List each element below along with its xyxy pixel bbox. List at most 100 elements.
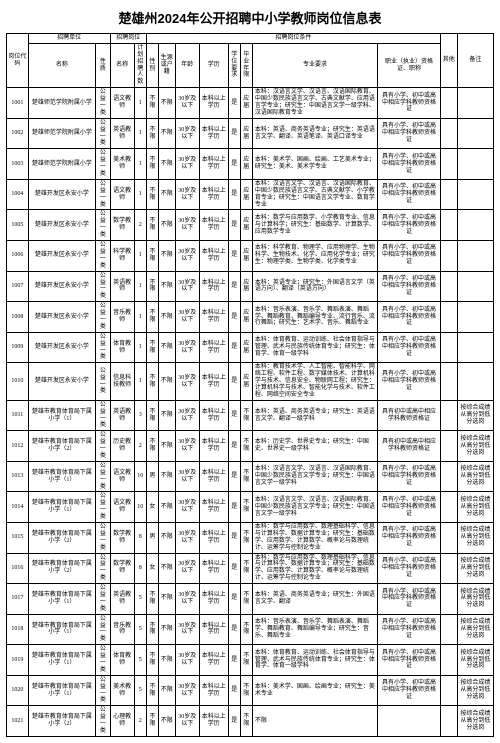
cell-cert: 具有小学、初中或高中相应学科教师资格证 (378, 302, 441, 333)
cell-plan: 1 (134, 149, 146, 180)
cell-code: 1008 (7, 302, 29, 333)
cell-deg: 是 (228, 149, 240, 180)
cell-edu: 本科以上学历 (199, 332, 228, 363)
cell-age: 30岁及以下 (175, 332, 199, 363)
cell-note: 按综合成绩从高分到低分选岗 (457, 461, 493, 492)
hdr-grad: 毕业年限 (240, 43, 252, 87)
cell-grad: 应届 (240, 271, 252, 302)
cell-note: 按综合成绩从高分到低分选岗 (457, 553, 493, 584)
cell-grad: 不限 (240, 675, 252, 706)
cell-edu: 本科以上学历 (199, 118, 228, 149)
table-row: 1018楚雄市教育体育局下属小学（1）公益一类音乐教师5不限不限30岁及以下本科… (7, 614, 494, 645)
cell-pos: 体育教师 (110, 645, 134, 676)
cell-pos: 心理教师 (110, 706, 134, 737)
cell-pos: 科学教师 (110, 241, 134, 272)
cell-pos: 语文教师 (110, 179, 134, 210)
cell-maj: 本科：英语、商务英语专业；研究生：英语语言文学、翻译一级学科 (252, 400, 377, 431)
cell-src: 不限 (158, 179, 175, 210)
cell-grad: 应届 (240, 88, 252, 119)
cell-grad: 应届 (240, 332, 252, 363)
cell-src: 不限 (158, 118, 175, 149)
cell-src: 不限 (158, 706, 175, 737)
cell-pos: 数学教师 (110, 523, 134, 554)
cell-code: 1009 (7, 332, 29, 363)
cell-grad: 不限 (240, 400, 252, 431)
cell-other (440, 675, 457, 706)
cell-plan: 5 (134, 645, 146, 676)
cell-deg: 是 (228, 241, 240, 272)
cell-deg: 是 (228, 363, 240, 400)
cell-src: 不限 (158, 431, 175, 462)
cell-plan: 5 (134, 614, 146, 645)
hdr-cert: 职业（执业）资格证、职称 (378, 43, 441, 87)
cell-other (440, 461, 457, 492)
cell-other (440, 88, 457, 119)
cell-age: 30岁及以下 (175, 210, 199, 241)
cell-cert: 具有小学、初中或高中相应学科教师资格证 (378, 675, 441, 706)
cell-maj: 本科：数学与应用数学、数理基础科学、信息与计算科学、数据计算专业；研究生：基础数… (252, 553, 377, 584)
hdr-code: 岗位代码 (7, 34, 29, 88)
cell-cert: 具有小学、初中或高中相应学科教师资格证 (378, 118, 441, 149)
page-title: 楚雄州2024年公开招聘中小学教师岗位信息表 (6, 8, 494, 27)
cell-note: 按综合成绩从高分到低分选岗 (457, 523, 493, 554)
cell-edu: 本科以上学历 (199, 431, 228, 462)
table-row: 1009楚雄开发区永安小学公益一类体育教师1不限不限30岁及以下本科以上学历是应… (7, 332, 494, 363)
table-row: 1015楚雄市教育体育局下属小学（2）公益一类数学教师8男不限30岁及以下本科以… (7, 523, 494, 554)
cell-plan: 1 (134, 241, 146, 272)
cell-plan: 5 (134, 584, 146, 615)
cell-cert: 具有小学、初中或高中相应学科教师资格证 (378, 523, 441, 554)
table-row: 1006楚雄开发区永安小学公益一类科学教师1不限不限30岁及以下本科以上学历是应… (7, 241, 494, 272)
cell-deg: 是 (228, 179, 240, 210)
cell-age: 30岁及以下 (175, 241, 199, 272)
cell-cert: 具有小学、初中或高中相应学科教师资格证 (378, 241, 441, 272)
cell-plan: 10 (134, 492, 146, 523)
cell-note (457, 179, 493, 210)
cell-nature: 公益一类 (96, 492, 110, 523)
cell-pos: 信息科技教师 (110, 363, 134, 400)
cell-unit: 楚雄开发区永安小学 (28, 302, 95, 333)
cell-age: 30岁及以下 (175, 614, 199, 645)
hdr-pos-plan: 计划招聘人数 (134, 43, 146, 87)
cell-unit: 楚雄开发区永安小学 (28, 241, 95, 272)
table-row: 1014楚雄市教育体育局下属小学（1）公益一类语文教师10女不限30岁及以下本科… (7, 492, 494, 523)
cell-gender: 男 (146, 523, 158, 554)
cell-nature: 公益一类 (96, 584, 110, 615)
cell-other (440, 523, 457, 554)
cell-plan: 1 (134, 179, 146, 210)
cell-gender: 不限 (146, 118, 158, 149)
cell-age: 30岁及以下 (175, 118, 199, 149)
cell-gender: 不限 (146, 431, 158, 462)
cell-grad: 应届 (240, 210, 252, 241)
cell-grad: 不限 (240, 584, 252, 615)
cell-maj: 不限 (252, 706, 377, 737)
cell-age: 30岁及以下 (175, 553, 199, 584)
cell-pos: 数学教师 (110, 210, 134, 241)
cell-code: 1012 (7, 431, 29, 462)
cell-grad: 不限 (240, 706, 252, 737)
cell-nature: 公益一类 (96, 118, 110, 149)
cell-cert: 具有小学、初中或高中相应学科教师资格证 (378, 88, 441, 119)
cell-cert: 具有小学、初中或高中相应学科教师资格证 (378, 210, 441, 241)
cell-maj: 本科：教育技术学、人工智能、智能科学、网络工程、软件工程、数字媒体技术、计算机科… (252, 363, 377, 400)
cell-unit: 楚雄开发区永安小学 (28, 179, 95, 210)
cell-note (457, 88, 493, 119)
cell-nature: 公益一类 (96, 179, 110, 210)
cell-other (440, 492, 457, 523)
cell-grad: 应届 (240, 118, 252, 149)
hdr-pos-group: 招聘岗位 (110, 34, 146, 44)
cell-code: 1018 (7, 614, 29, 645)
cell-age: 30岁及以下 (175, 675, 199, 706)
cell-edu: 本科以上学历 (199, 553, 228, 584)
cell-src: 不限 (158, 492, 175, 523)
cell-cert: 具有小学、初中或高中相应学科教师资格证 (378, 492, 441, 523)
table-row: 1005楚雄开发区永安小学公益一类数学教师2不限不限30岁及以下本科以上学历是应… (7, 210, 494, 241)
cell-deg: 是 (228, 271, 240, 302)
cell-note: 按综合成绩从高分到低分选岗 (457, 706, 493, 737)
table-row: 1021楚雄市教育体育局下属小学（2）公益一类心理教师2不限不限30岁及以下本科… (7, 706, 494, 737)
cell-nature: 公益一类 (96, 400, 110, 431)
hdr-unit-group: 招聘单位 (28, 34, 110, 44)
cell-cert: 具有小学、初中或高中相应学科教师资格证 (378, 553, 441, 584)
cell-gender: 不限 (146, 706, 158, 737)
cell-plan: 2 (134, 210, 146, 241)
table-row: 1004楚雄开发区永安小学公益一类语文教师1不限不限30岁及以下本科以上学历是应… (7, 179, 494, 210)
